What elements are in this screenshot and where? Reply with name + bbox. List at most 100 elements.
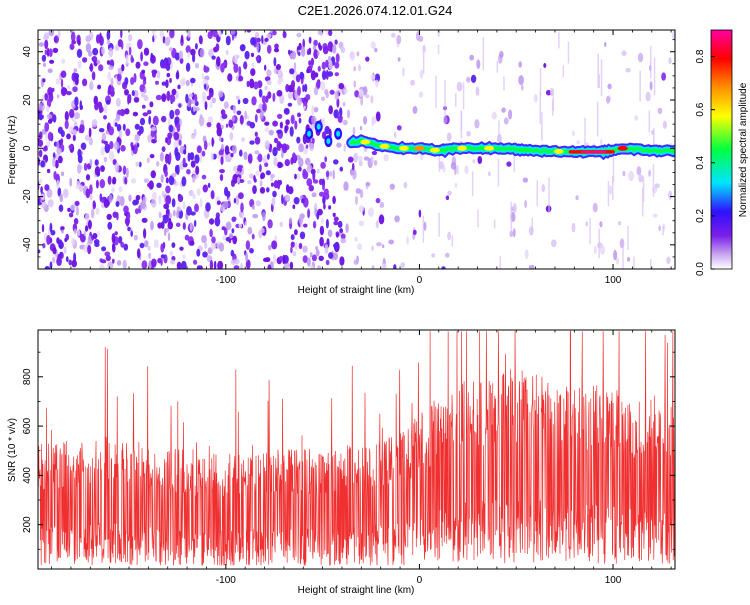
spectrogram-cell (115, 201, 120, 207)
spectrogram-cell (161, 115, 167, 123)
spectrogram-cell (97, 230, 100, 238)
spectrogram-cell (276, 64, 281, 70)
spectrogram-cell (168, 175, 175, 186)
spectrogram-streak (536, 180, 538, 207)
spectrogram-cell (268, 147, 272, 153)
spectrogram-cell (604, 41, 607, 48)
spectrogram-cell (281, 194, 284, 205)
spectrogram-cell (304, 157, 311, 166)
spectrogram-cell (321, 70, 327, 81)
spectrogram-cell (261, 95, 267, 104)
spectrogram-cell (150, 170, 156, 179)
signal-hotspot (429, 147, 440, 153)
spectrogram-cell (308, 36, 312, 44)
spectrogram-cell (147, 109, 152, 115)
spectrogram-cell (543, 63, 547, 68)
spectrogram-cell (518, 75, 524, 86)
spectrogram-cell (193, 128, 197, 137)
spectrogram-cell (312, 44, 317, 51)
spectrogram-cell (311, 115, 317, 125)
spectrogram-cell (141, 104, 146, 109)
spectrogram-cell (174, 165, 179, 174)
spectrogram-cell (247, 153, 253, 164)
spectrogram-cell (325, 218, 329, 229)
spectrogram-cell (319, 236, 324, 247)
spectrogram-cell (148, 180, 154, 190)
spectrogram-cell (210, 190, 215, 200)
spectrogram-cell (161, 190, 165, 199)
spectrogram-cell (259, 111, 264, 120)
spectrogram-cell (441, 266, 446, 269)
spectrogram-cell (254, 150, 260, 155)
spectrogram-cell (111, 187, 115, 194)
spectrogram-cell (325, 259, 330, 266)
spectrogram-cell (221, 124, 224, 130)
spectrogram-cell (80, 142, 87, 150)
spectrogram-cell (219, 137, 222, 142)
spectrogram-cell (283, 107, 290, 114)
spectrogram-cell (237, 164, 244, 169)
spectrogram-cell (268, 244, 272, 251)
spectrogram-cell (354, 236, 358, 242)
spectrogram-cell (259, 180, 263, 187)
spectrogram-cell (337, 220, 343, 228)
spectrogram-cell (272, 120, 278, 127)
spectrogram-cell (130, 178, 137, 184)
spectrogram-cell (533, 93, 538, 103)
spectrogram-cell (509, 230, 514, 237)
spectrogram-cell (167, 117, 171, 128)
spectrogram-cell (293, 197, 300, 205)
spectrogram-cell (221, 226, 226, 231)
spectrogram-cell (185, 93, 189, 104)
spectrogram-cell (607, 83, 612, 90)
spectrogram-streak (653, 127, 655, 150)
spectrogram-cell (262, 102, 267, 112)
spectrogram-cell (218, 149, 224, 156)
spectrogram-cell (57, 30, 61, 38)
spectrogram-cell (315, 249, 320, 257)
spectrogram-cell (95, 207, 100, 216)
spectrogram-cell (337, 115, 343, 120)
spectrogram-cell (209, 259, 214, 269)
spectrogram-cell (307, 208, 311, 219)
spectrogram-cell (328, 252, 334, 259)
spectrogram-cell (157, 222, 163, 229)
spectrogram-cell (524, 199, 527, 209)
spectrogram-frame (37, 29, 676, 270)
spectrogram-cell (324, 243, 329, 255)
spectrogram-cell (218, 30, 222, 38)
spectrogram-cell (72, 134, 76, 142)
spectrogram-cell (114, 162, 120, 173)
spectrogram-cell (358, 88, 364, 98)
spectrogram-cell (56, 237, 60, 245)
spectrogram-cell (124, 177, 128, 185)
spectrogram-cell (100, 259, 107, 264)
spectrogram-cell (204, 241, 208, 249)
spectrogram-streak (499, 255, 501, 269)
spectrogram-streak (477, 209, 479, 228)
spectrogram-cell (218, 242, 225, 252)
spectrogram-cell (512, 203, 517, 213)
spectrogram-cell (167, 132, 173, 140)
spectrogram-cell (154, 133, 157, 142)
spectrogram-cell (98, 128, 105, 133)
spectrogram-cell (211, 97, 217, 104)
spectrogram-cell (284, 159, 290, 167)
spectrogram-cell (135, 61, 141, 69)
spectrogram-streak (627, 226, 629, 251)
spectrogram-cell (66, 133, 71, 140)
spectrogram-cell (205, 202, 211, 212)
spectrogram-cell (165, 177, 169, 184)
spectrogram-cell (41, 201, 47, 209)
spectrogram-cell (334, 61, 340, 69)
spectrogram-cell (343, 181, 349, 192)
spectrogram-cell (49, 261, 53, 269)
spectrogram-cell (450, 162, 457, 170)
spectrogram-cell (355, 188, 361, 194)
spectrogram-cell (503, 117, 509, 125)
spectrogram-cell (267, 219, 273, 229)
spectrogram-cell (53, 36, 58, 43)
spectrogram-cell (103, 103, 108, 114)
spectrogram-cell (332, 212, 336, 217)
signal-hotspot (617, 145, 628, 151)
